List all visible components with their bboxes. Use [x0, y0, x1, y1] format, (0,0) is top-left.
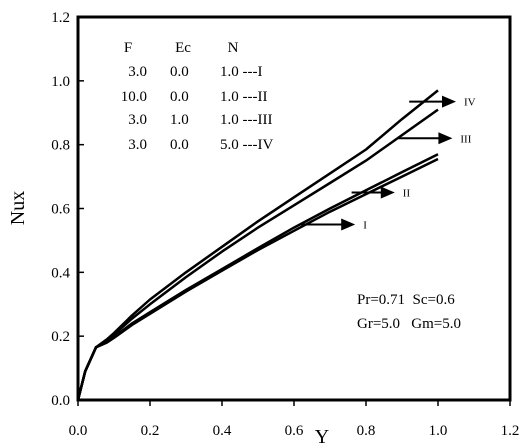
legend-row-3-n: 1.0 ---III: [220, 112, 272, 128]
y-axis-label: Nux: [7, 191, 29, 225]
x-tick-label: 0.2: [141, 423, 160, 439]
y-tick-label: 0.6: [51, 202, 70, 218]
series-group: [76, 89, 439, 401]
legend-row-1-ec: 0.0: [170, 64, 189, 80]
legend-row-2-f: 10.0: [121, 89, 147, 105]
x-tick-label: 1.0: [429, 423, 448, 439]
legend-row-4-f: 3.0: [128, 137, 147, 153]
x-tick-label: 0.0: [69, 423, 88, 439]
legend-header-f: F: [124, 40, 132, 56]
y-tick-label: 1.0: [51, 74, 70, 90]
x-axis-ticks: 0.0 0.2 0.4 0.6 0.8 1.0 1.2: [69, 400, 520, 439]
y-axis-ticks: 0.0 0.2 0.4 0.6 0.8 1.0 1.2: [51, 10, 84, 409]
parameters-box: Pr=0.71 Sc=0.6 Gr=5.0 Gm=5.0: [357, 292, 461, 332]
annotation-arrowhead-III: [438, 132, 453, 145]
legend-row-4-ec: 0.0: [170, 137, 189, 153]
x-tick-label: 1.2: [501, 423, 520, 439]
legend-row-1-f: 3.0: [128, 64, 147, 80]
legend-header-ec: Ec: [175, 40, 191, 56]
y-tick-label: 0.0: [51, 393, 70, 409]
annotation-arrowhead-IV: [442, 95, 456, 108]
legend: F Ec N 3.0 0.0 1.0 ---I 10.0 0.0 1.0 ---…: [121, 40, 274, 153]
annotation-label-II: II: [403, 188, 411, 200]
parameters-line-1: Pr=0.71 Sc=0.6: [357, 292, 455, 308]
x-tick-label: 0.4: [213, 423, 232, 439]
legend-row-3-f: 3.0: [128, 112, 147, 128]
legend-row-2-n: 1.0 ---II: [220, 89, 267, 105]
series-line-IV: [76, 89, 439, 401]
y-tick-label: 1.2: [51, 10, 70, 26]
annotation-label-III: III: [460, 133, 471, 145]
legend-row-3-ec: 1.0: [170, 112, 189, 128]
annotation-label-IV: IV: [464, 97, 476, 109]
legend-row-1-n: 1.0 ---I: [220, 64, 262, 80]
x-axis-label: Y: [315, 426, 329, 448]
y-tick-label: 0.8: [51, 138, 70, 154]
series-line-III: [76, 108, 439, 401]
annotation-arrowhead-I: [341, 218, 356, 231]
parameters-line-2: Gr=5.0 Gm=5.0: [357, 316, 461, 332]
annotation-arrowhead-II: [380, 186, 395, 199]
annotation-label-I: I: [363, 219, 367, 231]
y-tick-label: 0.4: [51, 265, 70, 281]
x-tick-label: 0.6: [285, 423, 304, 439]
legend-row-2-ec: 0.0: [170, 89, 189, 105]
legend-row-4-n: 5.0 ---IV: [220, 137, 273, 153]
y-tick-label: 0.2: [51, 329, 70, 345]
x-tick-label: 0.8: [357, 423, 376, 439]
legend-header-n: N: [228, 40, 239, 56]
